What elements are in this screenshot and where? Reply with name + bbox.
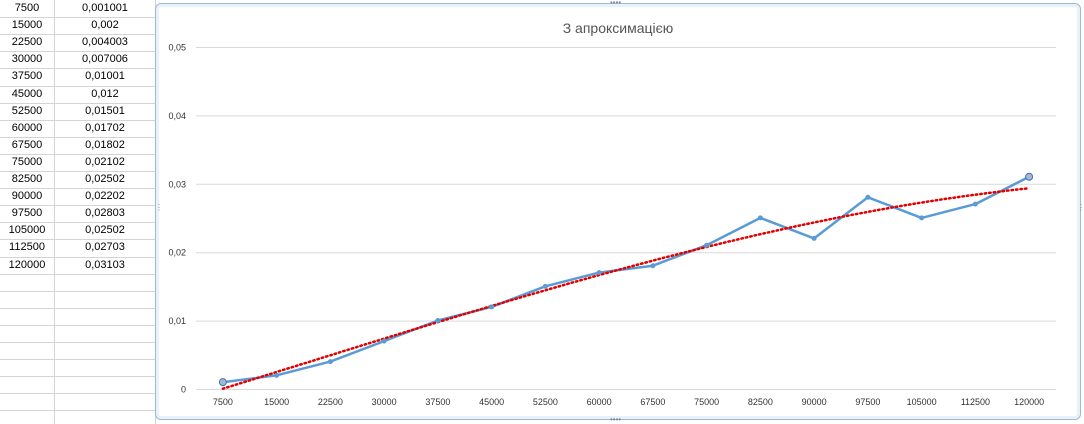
x-tick-label: 7500 <box>213 397 233 407</box>
x-tick-label: 90000 <box>802 397 827 407</box>
cell-y-value[interactable]: 0,007006 <box>82 53 128 65</box>
x-tick-label: 22500 <box>318 397 343 407</box>
data-point[interactable] <box>650 263 656 269</box>
y-tick-label: 0,04 <box>168 111 186 121</box>
data-point[interactable] <box>489 304 495 310</box>
x-tick-label: 105000 <box>907 397 937 407</box>
cell-y-value[interactable]: 0,012 <box>91 88 119 100</box>
cell-x-value[interactable]: 90000 <box>11 190 43 202</box>
data-point[interactable] <box>435 318 441 324</box>
data-point[interactable] <box>596 270 602 276</box>
resize-handle-left[interactable]: ⋮ <box>155 203 163 212</box>
cell-x-value[interactable]: 120000 <box>8 259 46 271</box>
cell-y-value[interactable]: 0,002 <box>91 19 119 31</box>
data-point[interactable] <box>1025 172 1034 181</box>
x-tick-label: 67500 <box>640 397 665 407</box>
x-tick-label: 45000 <box>479 397 504 407</box>
data-point[interactable] <box>274 372 280 378</box>
x-tick-label: 52500 <box>533 397 558 407</box>
cell-x-value[interactable]: 82500 <box>11 173 43 185</box>
y-tick-label: 0,05 <box>168 43 186 53</box>
cell-x-value[interactable]: 7500 <box>14 2 40 14</box>
cell-y-value[interactable]: 0,004003 <box>82 36 128 48</box>
cell-x-value[interactable]: 75000 <box>11 156 43 168</box>
chart-object[interactable]: З апроксимацією 0 0,01 0,02 0,03 0,04 0,05 750… <box>155 3 1081 420</box>
x-tick-label: 82500 <box>748 397 773 407</box>
x-tick-label: 75000 <box>694 397 719 407</box>
cell-y-value[interactable]: 0,001001 <box>82 2 128 14</box>
resize-handle-right[interactable]: ⋮ <box>1077 203 1084 212</box>
x-tick-label: 60000 <box>587 397 612 407</box>
cell-x-value[interactable]: 37500 <box>11 70 43 82</box>
cell-x-value[interactable]: 22500 <box>11 36 43 48</box>
cell-x-value[interactable]: 30000 <box>11 53 43 65</box>
cell-x-value[interactable]: 52500 <box>11 105 43 117</box>
y-tick-label: 0 <box>181 385 186 395</box>
y-tick-label: 0,03 <box>168 179 186 189</box>
cell-y-value[interactable]: 0,02202 <box>85 190 125 202</box>
cell-x-value[interactable]: 60000 <box>11 122 43 134</box>
cell-y-value[interactable]: 0,03103 <box>85 259 125 271</box>
cell-y-value[interactable]: 0,01702 <box>85 122 125 134</box>
data-point[interactable] <box>381 338 387 344</box>
cell-y-value[interactable]: 0,02502 <box>85 173 125 185</box>
chart-title[interactable]: З апроксимацією <box>562 20 674 36</box>
data-point[interactable] <box>972 201 978 207</box>
cell-y-value[interactable]: 0,02803 <box>85 207 125 219</box>
cell-x-value[interactable]: 15000 <box>11 19 43 31</box>
data-point[interactable] <box>327 359 333 365</box>
x-tick-label: 37500 <box>425 397 450 407</box>
trendline[interactable] <box>221 187 1031 390</box>
cell-y-value[interactable]: 0,02502 <box>85 224 125 236</box>
cell-y-value[interactable]: 0,01501 <box>85 105 125 117</box>
data-point[interactable] <box>865 194 871 200</box>
x-tick-label: 112500 <box>961 397 990 407</box>
cell-y-value[interactable]: 0,02102 <box>85 156 125 168</box>
cell-x-value[interactable]: 45000 <box>11 88 43 100</box>
data-point[interactable] <box>811 235 817 241</box>
x-tick-label: 30000 <box>372 397 397 407</box>
cell-x-value[interactable]: 67500 <box>11 139 43 151</box>
cell-x-value[interactable]: 97500 <box>11 207 43 219</box>
y-tick-label: 0,02 <box>168 248 186 258</box>
data-point[interactable] <box>542 283 548 289</box>
data-point[interactable] <box>757 215 763 221</box>
data-point[interactable] <box>919 215 925 221</box>
data-point[interactable] <box>218 378 227 387</box>
x-tick-label: 120000 <box>1014 397 1044 407</box>
cell-y-value[interactable]: 0,01802 <box>85 139 125 151</box>
resize-handle-bottom[interactable]: •••• <box>610 415 622 424</box>
resize-handle-top[interactable]: •••• <box>610 0 622 7</box>
cell-y-value[interactable]: 0,02703 <box>85 241 125 253</box>
cell-y-value[interactable]: 0,01001 <box>85 70 125 82</box>
chart-plot[interactable]: 0 0,01 0,02 0,03 0,04 0,05 7500 15000 22500 30000… <box>156 4 1080 419</box>
x-tick-label: 97500 <box>855 397 880 407</box>
x-tick-label: 15000 <box>264 397 289 407</box>
data-point[interactable] <box>704 242 710 248</box>
cell-x-value[interactable]: 105000 <box>8 224 46 236</box>
cell-x-value[interactable]: 112500 <box>9 241 45 253</box>
y-tick-label: 0,01 <box>168 316 186 326</box>
